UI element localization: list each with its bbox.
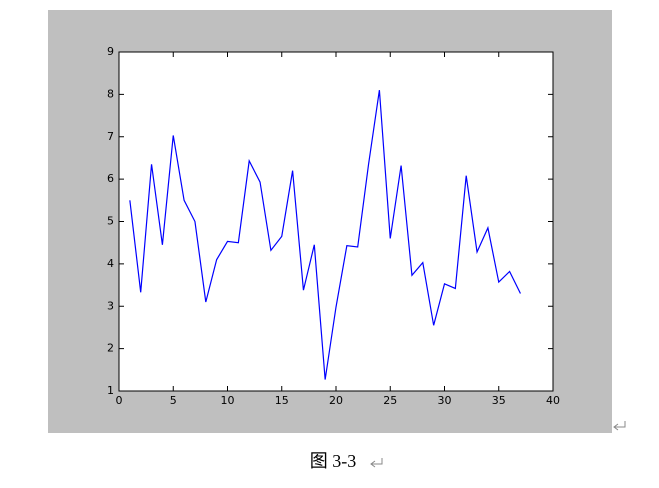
- plot-area: [118, 51, 554, 392]
- x-tick-label: 20: [329, 394, 343, 407]
- line-series: [129, 90, 521, 380]
- y-tick-label: 2: [107, 342, 114, 355]
- return-mark: [370, 458, 383, 468]
- x-tick-label: 10: [221, 394, 235, 407]
- x-tick-label: 25: [383, 394, 397, 407]
- y-tick-label: 9: [107, 45, 114, 58]
- caption: 图 3-3: [310, 451, 357, 471]
- y-tick-label: 8: [107, 87, 114, 100]
- x-tick-label: 40: [546, 394, 560, 407]
- y-tick-label: 7: [107, 130, 114, 143]
- y-tick-label: 1: [107, 384, 114, 397]
- x-tick-label: 0: [116, 394, 123, 407]
- x-tick-label: 5: [170, 394, 177, 407]
- return-mark: [613, 421, 626, 431]
- y-tick-label: 6: [107, 172, 114, 185]
- x-tick-label: 15: [275, 394, 289, 407]
- y-tick-label: 5: [107, 215, 114, 228]
- y-tick-label: 4: [107, 257, 114, 270]
- x-tick-label: 35: [492, 394, 506, 407]
- y-tick-label: 3: [107, 299, 114, 312]
- x-tick-label: 30: [438, 394, 452, 407]
